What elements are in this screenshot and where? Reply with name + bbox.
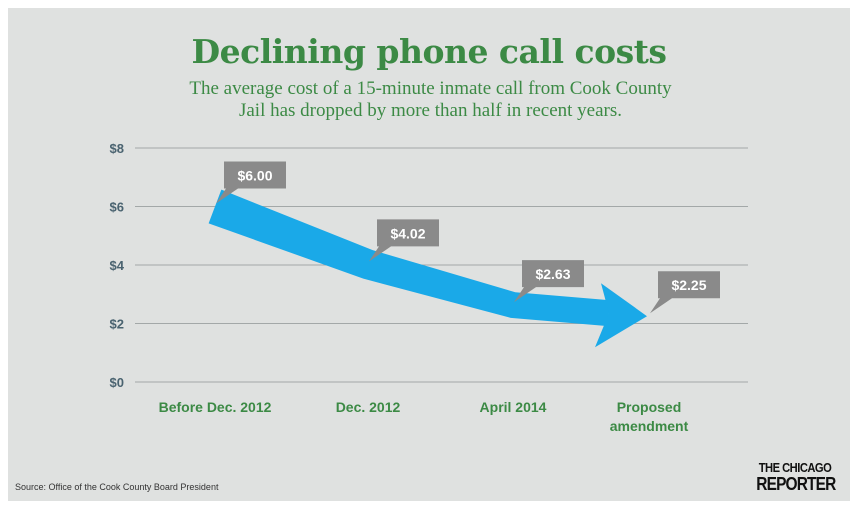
chart-panel: Declining phone call costs The average c… — [8, 8, 850, 501]
trend-arrow-head — [595, 283, 647, 348]
x-category-label: Proposed amendment — [610, 399, 689, 434]
x-category-label: April 2014 — [480, 399, 547, 415]
logo-top-text: THE CHICAGO — [758, 460, 832, 475]
y-tick-label: $6 — [110, 200, 124, 215]
data-callout — [650, 271, 720, 314]
y-tick-label: $0 — [110, 375, 124, 390]
data-callout — [216, 161, 286, 204]
chart-title: Declining phone call costs — [191, 32, 667, 71]
data-label: $2.25 — [671, 277, 706, 293]
y-tick-label: $4 — [110, 258, 125, 273]
trend-arrow-shaft — [208, 189, 611, 327]
data-label: $6.00 — [237, 168, 272, 184]
data-callout — [369, 219, 439, 262]
source-note: Source: Office of the Cook County Board … — [15, 482, 219, 492]
data-callout — [514, 260, 584, 303]
data-label: $4.02 — [390, 225, 425, 241]
chart-subtitle: The average cost of a 15-minute inmate c… — [189, 78, 672, 121]
x-category-label: Dec. 2012 — [336, 399, 401, 415]
publisher-logo: THE CHICAGO REPORTER — [750, 460, 840, 494]
y-tick-label: $2 — [110, 317, 124, 332]
logo-bottom-text: REPORTER — [756, 474, 836, 494]
x-category-label: Before Dec. 2012 — [159, 399, 272, 415]
chart-plot: $0 $2 $4 $6 $8 Before Dec. 2012 Dec. 2012 April… — [110, 141, 748, 434]
y-tick-label: $8 — [110, 141, 124, 156]
data-label: $2.63 — [535, 266, 570, 282]
